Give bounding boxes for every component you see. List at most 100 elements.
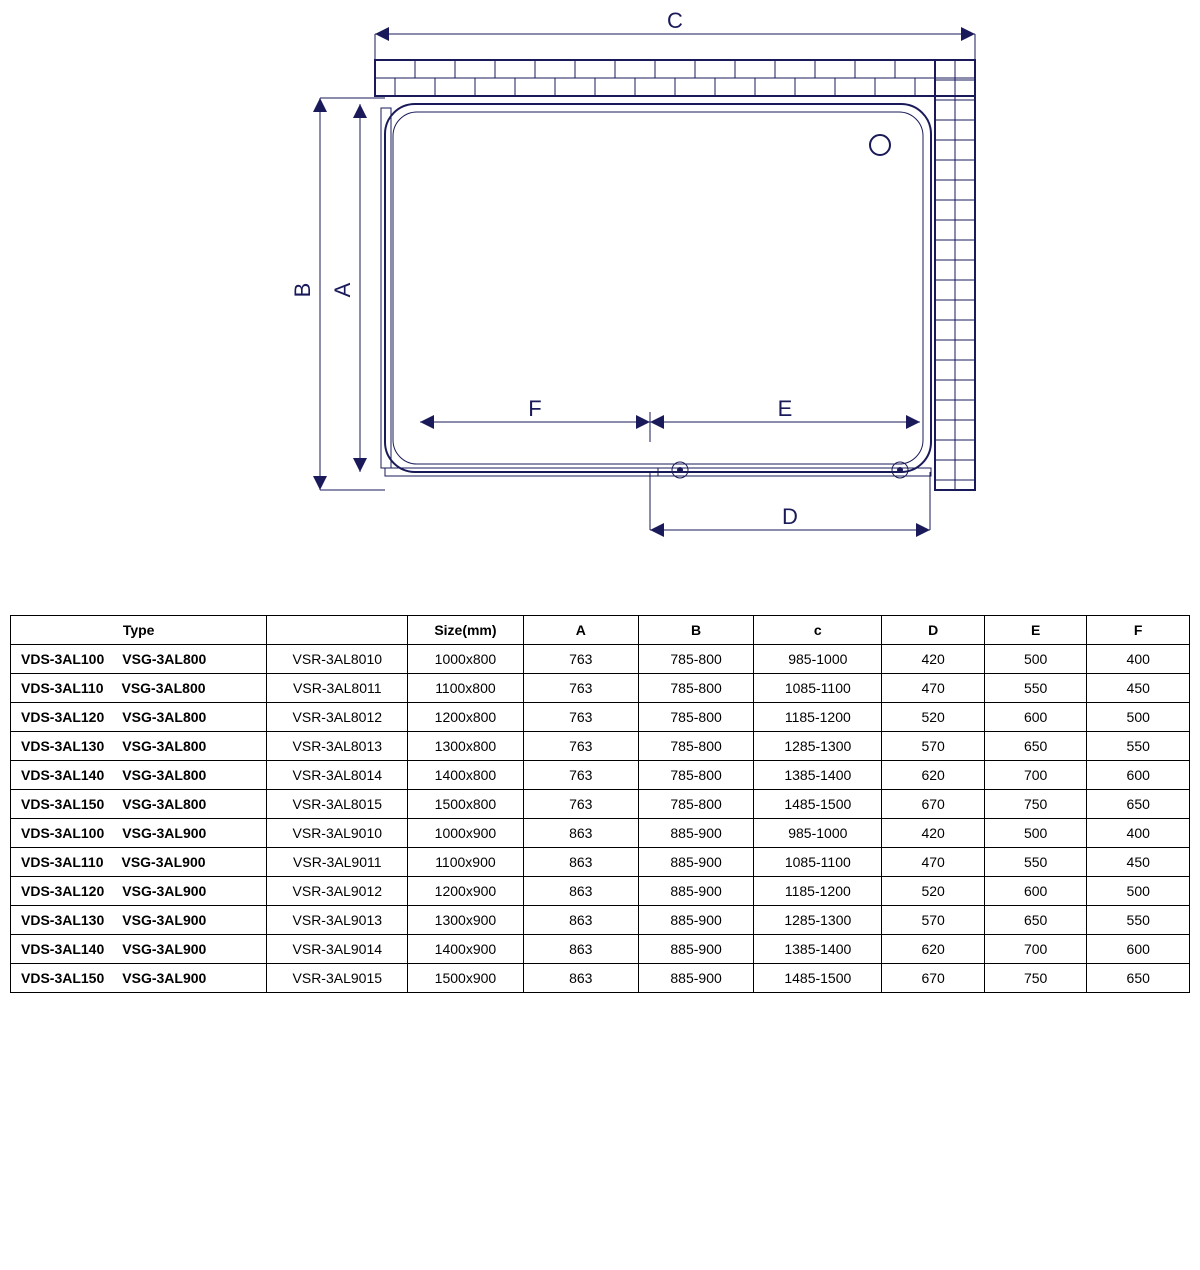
cell-e: 650 xyxy=(984,732,1087,761)
cell-vsr: VSR-3AL9015 xyxy=(267,964,408,993)
cell-type: VDS-3AL150 VSG-3AL900 xyxy=(11,964,267,993)
cell-a: 863 xyxy=(523,819,638,848)
cell-c: 1185-1200 xyxy=(754,877,882,906)
col-d: D xyxy=(882,616,985,645)
type1: VDS-3AL120 xyxy=(21,883,104,899)
cell-b: 885-900 xyxy=(638,819,753,848)
cell-f: 500 xyxy=(1087,877,1190,906)
cell-b: 785-800 xyxy=(638,790,753,819)
cell-f: 450 xyxy=(1087,674,1190,703)
cell-f: 550 xyxy=(1087,732,1190,761)
svg-text:A: A xyxy=(330,282,355,297)
type2: VSG-3AL800 xyxy=(122,709,206,725)
cell-c: 1485-1500 xyxy=(754,964,882,993)
cell-c: 985-1000 xyxy=(754,645,882,674)
cell-a: 863 xyxy=(523,964,638,993)
cell-e: 650 xyxy=(984,906,1087,935)
table-row: VDS-3AL140VSG-3AL800VSR-3AL80141400x8007… xyxy=(11,761,1190,790)
cell-a: 763 xyxy=(523,790,638,819)
cell-size: 1200x800 xyxy=(408,703,523,732)
type2: VSG-3AL900 xyxy=(122,825,206,841)
table-row: VDS-3AL130VSG-3AL800VSR-3AL80131300x8007… xyxy=(11,732,1190,761)
cell-vsr: VSR-3AL8011 xyxy=(267,674,408,703)
cell-c: 1185-1200 xyxy=(754,703,882,732)
cell-vsr: VSR-3AL8013 xyxy=(267,732,408,761)
cell-vsr: VSR-3AL9013 xyxy=(267,906,408,935)
cell-f: 400 xyxy=(1087,819,1190,848)
table-row: VDS-3AL110VSG-3AL800VSR-3AL80111100x8007… xyxy=(11,674,1190,703)
cell-c: 1385-1400 xyxy=(754,761,882,790)
cell-type: VDS-3AL110VSG-3AL900 xyxy=(11,848,267,877)
cell-f: 600 xyxy=(1087,935,1190,964)
cell-b: 885-900 xyxy=(638,906,753,935)
cell-e: 500 xyxy=(984,645,1087,674)
cell-d: 420 xyxy=(882,645,985,674)
type2: VSG-3AL800 xyxy=(122,738,206,754)
svg-text:E: E xyxy=(778,396,793,421)
cell-type: VDS-3AL110VSG-3AL800 xyxy=(11,674,267,703)
cell-c: 1085-1100 xyxy=(754,848,882,877)
cell-d: 420 xyxy=(882,819,985,848)
cell-f: 450 xyxy=(1087,848,1190,877)
cell-a: 863 xyxy=(523,877,638,906)
cell-type: VDS-3AL130VSG-3AL900 xyxy=(11,906,267,935)
col-f: F xyxy=(1087,616,1190,645)
cell-size: 1000x800 xyxy=(408,645,523,674)
table-row: VDS-3AL130VSG-3AL900VSR-3AL90131300x9008… xyxy=(11,906,1190,935)
svg-text:C: C xyxy=(667,10,683,33)
table-row: VDS-3AL150VSG-3AL800VSR-3AL80151500x8007… xyxy=(11,790,1190,819)
cell-d: 620 xyxy=(882,761,985,790)
table-body: VDS-3AL100VSG-3AL800VSR-3AL80101000x8007… xyxy=(11,645,1190,993)
cell-size: 1300x800 xyxy=(408,732,523,761)
cell-b: 785-800 xyxy=(638,703,753,732)
cell-c: 985-1000 xyxy=(754,819,882,848)
cell-a: 763 xyxy=(523,645,638,674)
type1: VDS-3AL150 xyxy=(21,970,104,986)
cell-c: 1385-1400 xyxy=(754,935,882,964)
cell-d: 520 xyxy=(882,703,985,732)
cell-f: 650 xyxy=(1087,790,1190,819)
cell-d: 470 xyxy=(882,848,985,877)
type2: VSG-3AL900 xyxy=(122,941,206,957)
svg-text:B: B xyxy=(290,283,315,298)
cell-e: 600 xyxy=(984,877,1087,906)
cell-a: 763 xyxy=(523,703,638,732)
cell-f: 550 xyxy=(1087,906,1190,935)
cell-type: VDS-3AL120 VSG-3AL900 xyxy=(11,877,267,906)
cell-e: 700 xyxy=(984,761,1087,790)
cell-c: 1485-1500 xyxy=(754,790,882,819)
cell-vsr: VSR-3AL8015 xyxy=(267,790,408,819)
cell-d: 620 xyxy=(882,935,985,964)
cell-d: 670 xyxy=(882,790,985,819)
col-b: B xyxy=(638,616,753,645)
technical-diagram: CBAFED xyxy=(10,10,1190,575)
col-vsr xyxy=(267,616,408,645)
cell-size: 1500x900 xyxy=(408,964,523,993)
cell-b: 885-900 xyxy=(638,877,753,906)
cell-b: 885-900 xyxy=(638,848,753,877)
cell-vsr: VSR-3AL9010 xyxy=(267,819,408,848)
col-type: Type xyxy=(11,616,267,645)
col-size: Size(mm) xyxy=(408,616,523,645)
type2: VSG-3AL900 xyxy=(122,970,206,986)
cell-type: VDS-3AL100VSG-3AL900 xyxy=(11,819,267,848)
cell-e: 700 xyxy=(984,935,1087,964)
cell-c: 1085-1100 xyxy=(754,674,882,703)
cell-d: 570 xyxy=(882,906,985,935)
type1: VDS-3AL150 xyxy=(21,796,104,812)
cell-vsr: VSR-3AL8014 xyxy=(267,761,408,790)
cell-type: VDS-3AL130VSG-3AL800 xyxy=(11,732,267,761)
table-header: Type Size(mm) A B c D E F xyxy=(11,616,1190,645)
type2: VSG-3AL800 xyxy=(122,651,206,667)
type2: VSG-3AL900 xyxy=(122,883,206,899)
type2: VSG-3AL800 xyxy=(121,680,205,696)
cell-d: 520 xyxy=(882,877,985,906)
cell-e: 550 xyxy=(984,674,1087,703)
cell-vsr: VSR-3AL9011 xyxy=(267,848,408,877)
cell-d: 670 xyxy=(882,964,985,993)
cell-f: 600 xyxy=(1087,761,1190,790)
cell-c: 1285-1300 xyxy=(754,906,882,935)
cell-size: 1000x900 xyxy=(408,819,523,848)
spec-table: Type Size(mm) A B c D E F VDS-3AL100VSG-… xyxy=(10,615,1190,993)
table-row: VDS-3AL150 VSG-3AL900 VSR-3AL90151500x9008… xyxy=(11,964,1190,993)
